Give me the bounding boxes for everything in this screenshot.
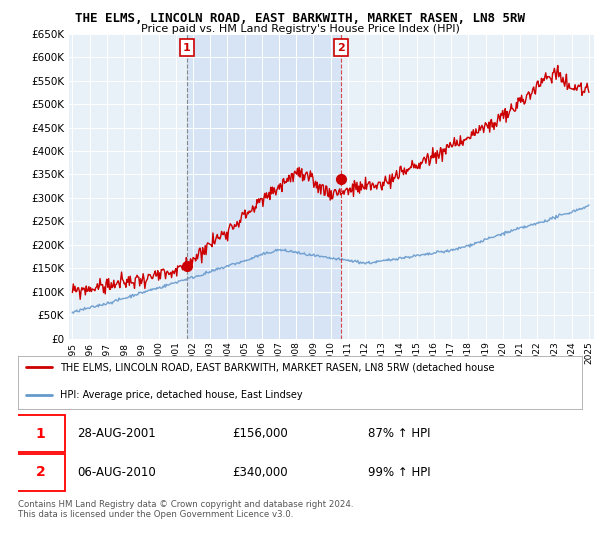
Text: 1: 1 — [183, 43, 191, 53]
Bar — [187, 34, 341, 339]
Text: Price paid vs. HM Land Registry's House Price Index (HPI): Price paid vs. HM Land Registry's House … — [140, 24, 460, 34]
Text: 2: 2 — [337, 43, 345, 53]
Text: THE ELMS, LINCOLN ROAD, EAST BARKWITH, MARKET RASEN, LN8 5RW: THE ELMS, LINCOLN ROAD, EAST BARKWITH, M… — [75, 12, 525, 25]
Text: £156,000: £156,000 — [232, 427, 288, 440]
Text: 1: 1 — [35, 427, 46, 441]
Text: £340,000: £340,000 — [232, 466, 288, 479]
FancyBboxPatch shape — [17, 415, 65, 452]
Text: THE ELMS, LINCOLN ROAD, EAST BARKWITH, MARKET RASEN, LN8 5RW (detached house: THE ELMS, LINCOLN ROAD, EAST BARKWITH, M… — [60, 362, 495, 372]
Text: 28-AUG-2001: 28-AUG-2001 — [77, 427, 156, 440]
Text: HPI: Average price, detached house, East Lindsey: HPI: Average price, detached house, East… — [60, 390, 303, 400]
Text: 06-AUG-2010: 06-AUG-2010 — [77, 466, 156, 479]
Text: 99% ↑ HPI: 99% ↑ HPI — [368, 466, 430, 479]
FancyBboxPatch shape — [17, 454, 65, 491]
Text: 87% ↑ HPI: 87% ↑ HPI — [368, 427, 430, 440]
Text: 2: 2 — [35, 465, 46, 479]
Text: Contains HM Land Registry data © Crown copyright and database right 2024.
This d: Contains HM Land Registry data © Crown c… — [18, 500, 353, 519]
